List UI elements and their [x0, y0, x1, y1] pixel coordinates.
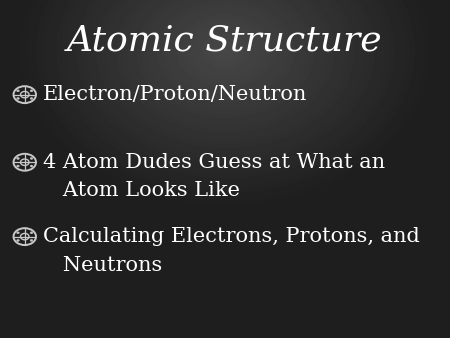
Circle shape: [30, 165, 33, 167]
Circle shape: [17, 158, 19, 160]
Circle shape: [30, 239, 33, 241]
Text: Atom Looks Like: Atom Looks Like: [43, 182, 240, 200]
Text: 4 Atom Dudes Guess at What an: 4 Atom Dudes Guess at What an: [43, 153, 385, 172]
Circle shape: [30, 158, 33, 160]
Circle shape: [17, 165, 19, 167]
Circle shape: [17, 90, 19, 92]
Text: Calculating Electrons, Protons, and: Calculating Electrons, Protons, and: [43, 227, 419, 246]
Circle shape: [17, 239, 19, 241]
Circle shape: [17, 97, 19, 99]
Text: Atomic Structure: Atomic Structure: [67, 24, 383, 57]
Circle shape: [30, 90, 33, 92]
Text: Neutrons: Neutrons: [43, 256, 162, 275]
Circle shape: [17, 232, 19, 234]
Circle shape: [30, 232, 33, 234]
Circle shape: [30, 97, 33, 99]
Text: Electron/Proton/Neutron: Electron/Proton/Neutron: [43, 85, 307, 104]
